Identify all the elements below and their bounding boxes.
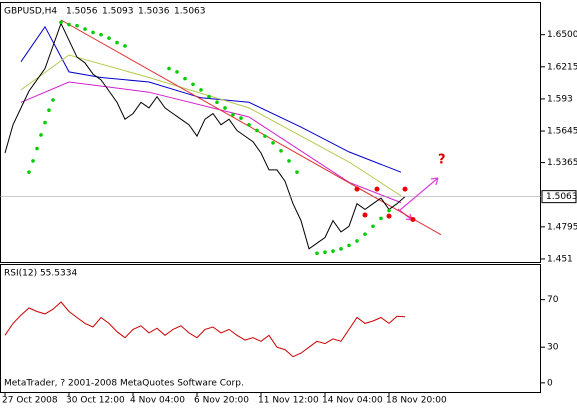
moving-average xyxy=(20,25,402,173)
y-tick-label: 1.5645 xyxy=(547,127,577,137)
sar-dot xyxy=(247,123,251,127)
sar-dot xyxy=(315,251,319,256)
moving-average xyxy=(20,81,402,204)
y-tick-label: 1.4795 xyxy=(547,222,577,232)
sar-dot xyxy=(191,82,195,87)
fractal-dot xyxy=(354,186,360,192)
y-tick-label: 1.6215 xyxy=(547,62,577,72)
annotation: ? xyxy=(438,153,446,168)
sar-dot xyxy=(223,106,227,110)
x-tick-label: 14 Nov 04:00 xyxy=(322,396,383,406)
sar-dot xyxy=(75,23,79,28)
sar-dot xyxy=(183,76,187,81)
ohlc-value: 1.5036 xyxy=(138,7,170,17)
rsi-line xyxy=(4,301,406,358)
sar-dot xyxy=(107,36,111,40)
sar-dot xyxy=(323,250,327,254)
sar-dot xyxy=(255,128,259,133)
sar-dot xyxy=(123,44,127,48)
panel-title: RSI(12) 55.5334 xyxy=(4,269,77,279)
sar-dot xyxy=(35,146,39,151)
y-tick-label: 70 xyxy=(547,295,559,305)
x-tick-label: 6 Nov 20:00 xyxy=(194,396,249,406)
price-panel xyxy=(0,2,541,263)
price-line xyxy=(4,22,406,250)
sar-dot xyxy=(83,27,87,31)
fractal-dot xyxy=(362,212,368,218)
sar-dot xyxy=(287,159,291,163)
fractal-dot xyxy=(374,186,380,192)
sar-dot xyxy=(263,134,267,138)
sar-dot xyxy=(347,243,351,248)
panel-title: GBPUSD,H4 xyxy=(4,7,57,17)
ohlc-value: 1.5056 xyxy=(66,7,98,17)
sar-dot xyxy=(371,224,375,229)
sar-dot xyxy=(355,239,359,243)
sar-dot xyxy=(115,40,119,45)
sar-dot xyxy=(43,120,47,125)
x-tick-label: 4 Nov 04:00 xyxy=(130,396,185,406)
sar-dot xyxy=(31,159,35,163)
y-tick-label: 30 xyxy=(547,343,559,353)
sar-dot xyxy=(51,98,55,102)
sar-dot xyxy=(279,148,283,153)
y-tick-label: 1.451 xyxy=(547,254,573,264)
sar-dot xyxy=(295,170,299,174)
sar-dot xyxy=(363,232,367,236)
sar-dot xyxy=(215,100,219,105)
fractal-dot xyxy=(410,217,416,223)
sar-dot xyxy=(199,88,203,92)
sar-dot xyxy=(99,32,103,37)
current-price: 1.5063 xyxy=(546,192,577,202)
sar-dot xyxy=(67,22,71,27)
fractal-dot xyxy=(386,213,392,219)
sar-dot xyxy=(47,108,51,112)
x-tick-label: 11 Nov 12:00 xyxy=(258,396,319,406)
sar-dot xyxy=(387,208,391,213)
sar-dot xyxy=(27,170,31,174)
x-tick-label: 30 Oct 12:00 xyxy=(66,396,125,406)
y-tick-label: 0 xyxy=(547,378,553,388)
sar-dot xyxy=(59,20,63,25)
fractal-dot xyxy=(402,186,408,192)
ohlc-value: 1.5063 xyxy=(174,7,206,17)
sar-dot xyxy=(271,141,275,145)
sar-dot xyxy=(239,116,243,120)
y-tick-label: 1.6500 xyxy=(547,30,577,40)
sar-dot xyxy=(91,30,95,35)
sar-dot xyxy=(167,66,171,71)
sar-dot xyxy=(39,133,43,137)
sar-dot xyxy=(379,216,383,221)
moving-average xyxy=(20,54,402,197)
sar-dot xyxy=(231,112,235,117)
y-tick-label: 1.593 xyxy=(547,94,573,104)
current-price-box xyxy=(541,190,577,204)
y-tick-label: 1.5365 xyxy=(547,158,577,168)
sar-dot xyxy=(207,94,211,99)
x-tick-label: 18 Nov 20:00 xyxy=(386,396,447,406)
sar-dot xyxy=(331,249,335,253)
ohlc-value: 1.5093 xyxy=(102,7,134,17)
sar-dot xyxy=(339,247,343,251)
sar-dot xyxy=(175,70,179,74)
x-tick-label: 27 Oct 2008 xyxy=(2,396,58,406)
footer: MetaTrader, ? 2001-2008 MetaQuotes Softw… xyxy=(4,379,244,389)
rsi-panel xyxy=(0,264,541,393)
moving-average xyxy=(60,19,442,236)
